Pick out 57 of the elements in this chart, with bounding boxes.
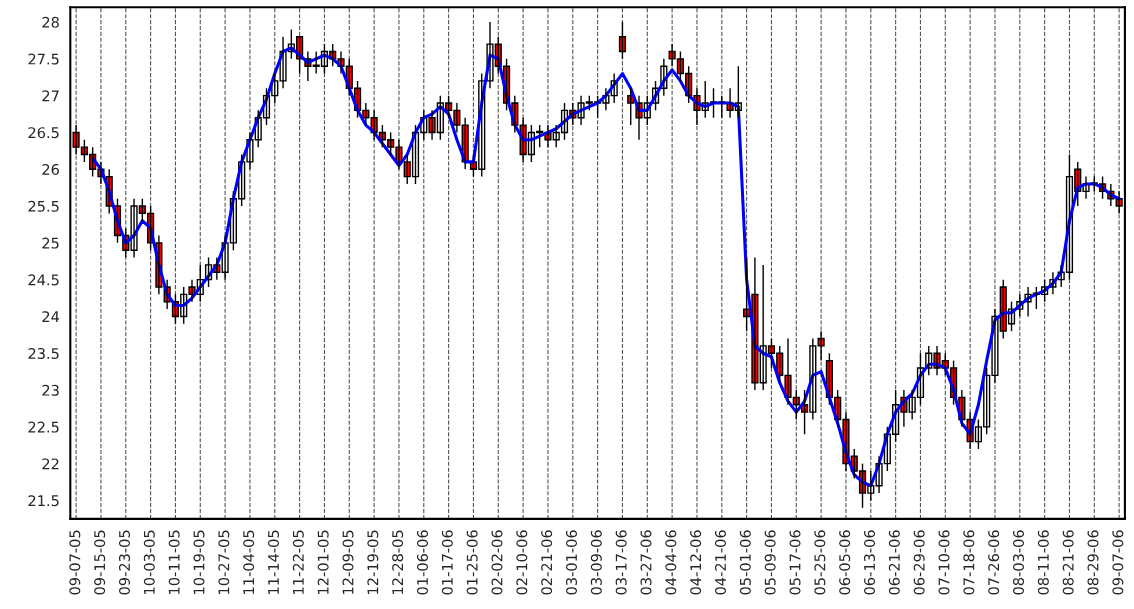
x-tick-label: 03-27-06 — [640, 530, 652, 595]
x-tick-label: 09-07-06 — [1112, 530, 1124, 595]
x-tick-label: 10-03-05 — [143, 530, 155, 594]
x-tick-label: 06-05-06 — [839, 530, 851, 595]
x-tick-label: 09-23-05 — [118, 530, 130, 595]
x-tick-label: 04-04-06 — [665, 530, 677, 595]
x-tick-label: 06-29-06 — [913, 530, 925, 595]
x-tick-label: 03-09-06 — [590, 530, 602, 595]
y-tick-label: 26 — [42, 163, 59, 175]
x-tick-label: 06-13-06 — [863, 530, 876, 595]
x-tick-label: 04-12-06 — [690, 530, 702, 595]
x-tick-label: 12-28-05 — [392, 530, 404, 594]
x-tick-label: 11-22-05 — [292, 530, 304, 594]
x-tick-label: 08-03-06 — [1013, 530, 1025, 595]
x-tick-label: 01-06-06 — [416, 530, 429, 595]
x-tick-label: 06-21-06 — [888, 530, 900, 595]
y-tick-label: 21.5 — [28, 495, 59, 507]
x-tick-label: 02-02-06 — [491, 530, 503, 595]
x-tick-label: 12-19-05 — [367, 530, 379, 594]
x-tick-label: 09-07-05 — [69, 530, 81, 595]
y-tick-label: 27 — [42, 90, 59, 102]
y-tick-label: 23 — [42, 384, 59, 396]
x-tick-label: 08-11-06 — [1037, 530, 1049, 595]
x-tick-label: 09-15-05 — [94, 530, 106, 595]
y-tick-label: 26.5 — [28, 127, 59, 139]
x-tick-label: 01-17-06 — [441, 530, 453, 595]
x-tick-label: 07-10-06 — [938, 530, 950, 595]
y-tick-label: 24.5 — [28, 274, 59, 286]
x-tick-label: 08-29-06 — [1087, 530, 1099, 595]
x-tick-label: 03-01-06 — [565, 530, 578, 595]
x-tick-label: 05-17-06 — [789, 530, 801, 595]
y-tick-label: 25.5 — [28, 200, 59, 212]
x-tick-label: 10-19-05 — [193, 530, 205, 594]
x-tick-label: 07-26-06 — [988, 530, 1000, 595]
y-tick-label: 27.5 — [28, 53, 59, 65]
x-tick-label: 12-09-05 — [342, 530, 354, 594]
x-tick-label: 10-27-05 — [218, 530, 230, 594]
x-tick-label: 11-04-05 — [243, 530, 255, 594]
y-tick-label: 24 — [42, 311, 60, 322]
x-tick-label: 04-21-06 — [714, 530, 727, 595]
x-tick-label: 08-21-06 — [1062, 530, 1074, 595]
x-tick-label: 12-01-05 — [317, 530, 329, 594]
y-tick-label: 23.5 — [28, 347, 59, 359]
y-tick-label: 28 — [42, 16, 59, 28]
x-tick-label: 02-10-06 — [516, 530, 528, 595]
x-tick-label: 10-11-05 — [168, 530, 180, 594]
x-tick-label: 05-25-06 — [814, 530, 826, 595]
x-tick-label: 03-17-06 — [615, 530, 627, 595]
y-tick-label: 25 — [42, 237, 59, 249]
y-tick-label: 22.5 — [28, 421, 59, 433]
y-tick-label: 22 — [42, 458, 59, 470]
x-tick-label: 11-14-05 — [267, 530, 280, 594]
x-tick-label: 01-25-06 — [466, 530, 478, 595]
x-tick-label: 02-21-06 — [541, 530, 553, 595]
x-tick-label: 05-01-06 — [739, 530, 751, 595]
x-tick-label: 07-18-06 — [963, 530, 975, 595]
x-tick-label: 05-09-06 — [764, 530, 776, 595]
